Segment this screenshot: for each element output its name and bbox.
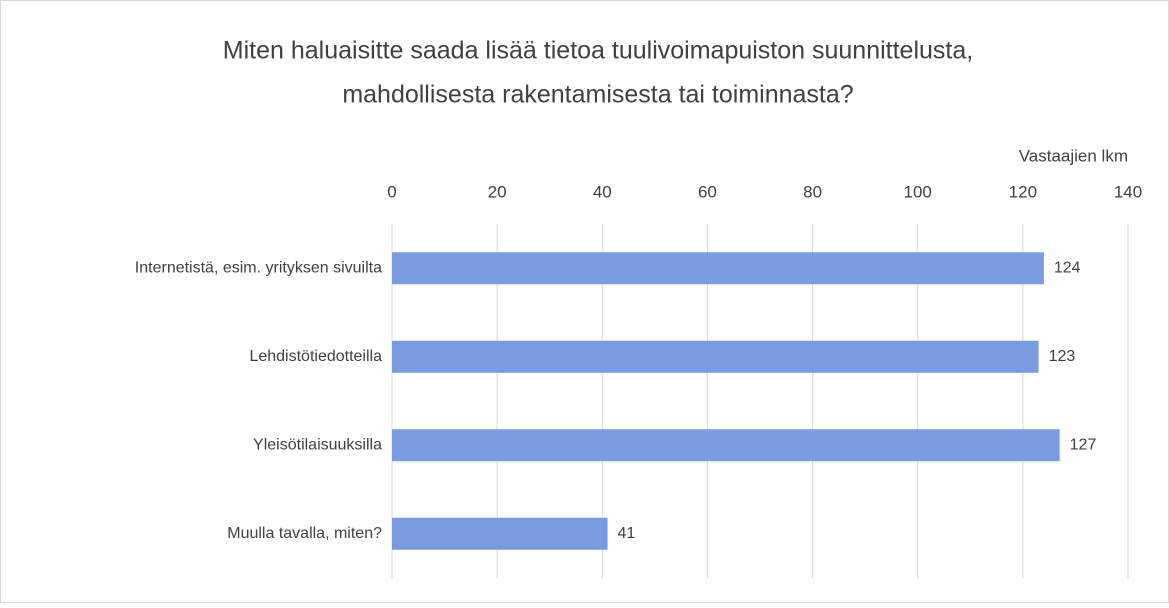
- y-tick-label: Internetistä, esim. yrityksen sivuilta: [135, 259, 382, 276]
- x-tick-label: 20: [488, 182, 507, 201]
- y-tick-label: Yleisötilaisuuksilla: [253, 436, 382, 453]
- bar: [392, 340, 1039, 373]
- chart-title: mahdollisesta rakentamisesta tai toiminn…: [342, 81, 853, 109]
- value-label: 123: [1049, 348, 1076, 365]
- value-label: 127: [1070, 436, 1097, 453]
- x-tick-label: 140: [1114, 182, 1142, 201]
- x-tick-label: 0: [387, 182, 396, 201]
- x-tick-label: 40: [593, 182, 612, 201]
- x-tick-label: 60: [698, 182, 717, 201]
- bar: [392, 429, 1060, 462]
- x-tick-label: 120: [1009, 182, 1037, 201]
- value-label: 124: [1054, 259, 1081, 276]
- y-tick-label: Muulla tavalla, miten?: [227, 525, 382, 542]
- bar: [392, 252, 1044, 285]
- value-label: 41: [618, 525, 636, 542]
- y-tick-label: Lehdistötiedotteilla: [249, 348, 382, 365]
- x-tick-label: 80: [803, 182, 822, 201]
- chart-title: Miten haluaisitte saada lisää tietoa tuu…: [223, 37, 973, 65]
- x-tick-label: 100: [904, 182, 932, 201]
- axis-label: Vastaajien lkm: [1019, 146, 1128, 165]
- bar: [392, 517, 608, 550]
